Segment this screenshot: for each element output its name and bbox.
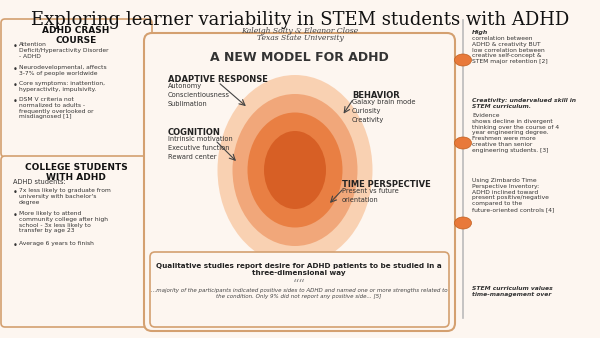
Text: Exploring learner variability in STEM students with ADHD: Exploring learner variability in STEM st… <box>31 11 569 29</box>
Text: ADHD CRASH
COURSE: ADHD CRASH COURSE <box>43 26 110 45</box>
Text: DSM V criteria not
normalized to adults -
frequently overlooked or
misdiagnosed : DSM V criteria not normalized to adults … <box>19 97 94 119</box>
Text: Creativity: undervalued skill in
STEM curriculum.: Creativity: undervalued skill in STEM cu… <box>472 98 576 109</box>
Ellipse shape <box>218 75 373 265</box>
Text: COGNITION: COGNITION <box>168 128 221 137</box>
Text: Curiosity: Curiosity <box>352 108 382 114</box>
Text: •: • <box>13 188 18 197</box>
Text: correlation between
ADHD & creativity BUT
low correlation between
creative self-: correlation between ADHD & creativity BU… <box>472 36 548 64</box>
Ellipse shape <box>455 217 472 229</box>
Text: Average 6 years to finish: Average 6 years to finish <box>19 241 94 246</box>
FancyBboxPatch shape <box>144 33 455 331</box>
Text: Autonomy: Autonomy <box>168 83 202 89</box>
Text: Core symptoms: inattention,
hyperactivity, impulsivity.: Core symptoms: inattention, hyperactivit… <box>19 81 105 92</box>
Text: A NEW MODEL FOR ADHD: A NEW MODEL FOR ADHD <box>209 51 388 64</box>
FancyBboxPatch shape <box>150 252 449 327</box>
Ellipse shape <box>455 54 472 66</box>
Text: •: • <box>13 97 18 106</box>
Text: ...majority of the participants indicated positive sides to ADHD and named one o: ...majority of the participants indicate… <box>151 288 448 299</box>
Text: Reward center: Reward center <box>168 154 217 160</box>
Text: Conscientiousness: Conscientiousness <box>168 92 230 98</box>
Text: ADAPTIVE RESPONSE: ADAPTIVE RESPONSE <box>168 75 268 84</box>
Text: orientation: orientation <box>342 197 379 203</box>
Text: Texas State University: Texas State University <box>257 34 343 42</box>
Text: TIME PERSPECTIVE: TIME PERSPECTIVE <box>342 180 431 189</box>
Text: Using Zimbardo Time
Perspective Inventory:
ADHD inclined toward
present positive: Using Zimbardo Time Perspective Inventor… <box>472 178 554 212</box>
Text: More likely to attend
community college after high
school - 3x less likely to
tr: More likely to attend community college … <box>19 211 108 234</box>
Ellipse shape <box>248 113 343 227</box>
Text: •: • <box>13 241 18 250</box>
Text: STEM curriculum values
time-management over: STEM curriculum values time-management o… <box>472 286 553 297</box>
Text: Executive function: Executive function <box>168 145 229 151</box>
Ellipse shape <box>264 131 326 209</box>
Ellipse shape <box>233 94 358 246</box>
Text: Qualitative studies report desire for ADHD patients to be studied in a
three-dim: Qualitative studies report desire for AD… <box>156 263 442 276</box>
Text: COLLEGE STUDENTS
WITH ADHD: COLLEGE STUDENTS WITH ADHD <box>25 163 127 183</box>
Text: Attention
Deficit/Hyperactivity Disorder
- ADHD: Attention Deficit/Hyperactivity Disorder… <box>19 42 109 58</box>
Text: •: • <box>13 211 18 220</box>
Text: Kaleigh Solty & Eleanor Close: Kaleigh Solty & Eleanor Close <box>241 27 359 35</box>
Text: •: • <box>13 81 18 90</box>
Text: Neurodevelopmental, affects
3-7% of people worldwide: Neurodevelopmental, affects 3-7% of peop… <box>19 65 107 76</box>
Text: •: • <box>13 42 18 51</box>
Text: Creativity: Creativity <box>352 117 384 123</box>
Text: 7x less likely to graduate from
university with bachelor's
degree: 7x less likely to graduate from universi… <box>19 188 111 204</box>
FancyBboxPatch shape <box>1 19 152 157</box>
Text: High: High <box>472 30 488 35</box>
Text: Galaxy brain mode: Galaxy brain mode <box>352 99 415 105</box>
Text: Evidence
shows decline in divergent
thinking over the course of 4
year engineeri: Evidence shows decline in divergent thin… <box>472 113 559 153</box>
Text: ADHD students:: ADHD students: <box>13 179 66 185</box>
Text: Intrinsic motivation: Intrinsic motivation <box>168 136 233 142</box>
FancyBboxPatch shape <box>1 156 152 327</box>
Ellipse shape <box>455 137 472 149</box>
Text: BEHAVIOR: BEHAVIOR <box>352 91 400 100</box>
Text: Sublimation: Sublimation <box>168 101 208 107</box>
Text: ““: ““ <box>293 279 305 292</box>
Text: •: • <box>13 65 18 74</box>
Text: Present vs future: Present vs future <box>342 188 399 194</box>
